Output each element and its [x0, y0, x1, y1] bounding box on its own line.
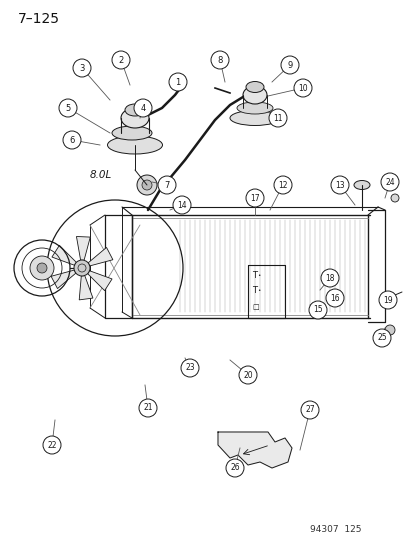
- Text: 8: 8: [217, 55, 222, 64]
- Circle shape: [384, 325, 394, 335]
- Text: 17: 17: [249, 193, 259, 203]
- Circle shape: [308, 301, 326, 319]
- Ellipse shape: [121, 108, 149, 128]
- Polygon shape: [76, 237, 90, 260]
- Text: 7–125: 7–125: [18, 12, 60, 26]
- Text: 18: 18: [325, 273, 334, 282]
- Circle shape: [380, 173, 398, 191]
- Circle shape: [169, 73, 187, 91]
- Text: 12: 12: [278, 181, 287, 190]
- Polygon shape: [52, 245, 76, 265]
- Circle shape: [378, 291, 396, 309]
- Circle shape: [173, 196, 190, 214]
- Text: 16: 16: [330, 294, 339, 303]
- Text: 2: 2: [118, 55, 123, 64]
- Text: 22: 22: [47, 440, 57, 449]
- Circle shape: [320, 269, 338, 287]
- Circle shape: [43, 436, 61, 454]
- Text: 15: 15: [312, 305, 322, 314]
- Circle shape: [280, 56, 298, 74]
- Text: 23: 23: [185, 364, 195, 373]
- Text: 9: 9: [287, 61, 292, 69]
- Circle shape: [238, 366, 256, 384]
- Text: T: T: [252, 271, 256, 279]
- Text: 7: 7: [164, 181, 169, 190]
- Text: 21: 21: [143, 403, 152, 413]
- Ellipse shape: [353, 181, 369, 190]
- Circle shape: [158, 176, 176, 194]
- Circle shape: [142, 180, 152, 190]
- Text: 94307  125: 94307 125: [309, 525, 361, 533]
- Text: 5: 5: [65, 103, 71, 112]
- Circle shape: [325, 289, 343, 307]
- Circle shape: [300, 401, 318, 419]
- Ellipse shape: [242, 86, 266, 104]
- Text: 26: 26: [230, 464, 239, 472]
- Text: 1: 1: [175, 77, 180, 86]
- Circle shape: [139, 399, 157, 417]
- Text: 10: 10: [297, 84, 307, 93]
- Circle shape: [30, 256, 54, 280]
- Text: 6: 6: [69, 135, 74, 144]
- Circle shape: [112, 51, 130, 69]
- Ellipse shape: [125, 104, 145, 116]
- Ellipse shape: [390, 194, 398, 202]
- Ellipse shape: [245, 82, 263, 93]
- Circle shape: [273, 176, 291, 194]
- Circle shape: [268, 109, 286, 127]
- Circle shape: [134, 99, 152, 117]
- Circle shape: [293, 79, 311, 97]
- Text: •: •: [256, 272, 260, 278]
- Polygon shape: [218, 432, 291, 468]
- Circle shape: [211, 51, 228, 69]
- Text: □: □: [252, 304, 258, 310]
- Text: •: •: [256, 287, 260, 293]
- Circle shape: [180, 359, 199, 377]
- Text: 13: 13: [335, 181, 344, 190]
- Circle shape: [73, 59, 91, 77]
- Ellipse shape: [236, 102, 272, 114]
- Polygon shape: [51, 270, 76, 288]
- Polygon shape: [88, 271, 112, 290]
- Ellipse shape: [107, 136, 162, 154]
- Text: 8.0L: 8.0L: [90, 170, 112, 180]
- Circle shape: [37, 263, 47, 273]
- Circle shape: [372, 329, 390, 347]
- Text: 27: 27: [304, 406, 314, 415]
- Circle shape: [245, 189, 263, 207]
- Ellipse shape: [230, 110, 279, 125]
- Text: 14: 14: [177, 200, 186, 209]
- Text: 24: 24: [384, 177, 394, 187]
- Text: 4: 4: [140, 103, 145, 112]
- Circle shape: [330, 176, 348, 194]
- Text: 11: 11: [273, 114, 282, 123]
- Circle shape: [59, 99, 77, 117]
- Ellipse shape: [112, 126, 152, 140]
- Circle shape: [63, 131, 81, 149]
- Text: 3: 3: [79, 63, 85, 72]
- Circle shape: [137, 175, 157, 195]
- Circle shape: [225, 459, 243, 477]
- Text: T: T: [252, 286, 256, 295]
- Polygon shape: [79, 276, 93, 300]
- Circle shape: [74, 260, 90, 276]
- Text: 25: 25: [376, 334, 386, 343]
- Text: 20: 20: [242, 370, 252, 379]
- Polygon shape: [88, 247, 113, 266]
- Text: 19: 19: [382, 295, 392, 304]
